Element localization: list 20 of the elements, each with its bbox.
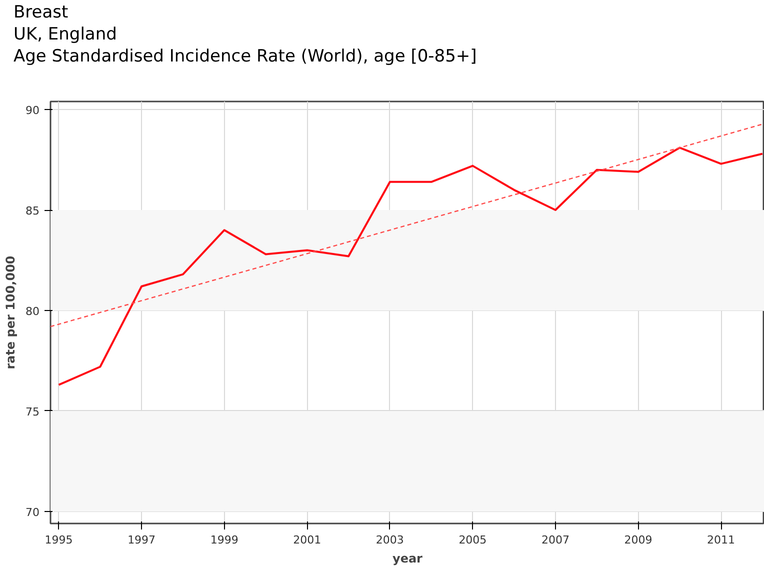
y-tick-label: 80 (26, 304, 40, 318)
x-tick-label: 2003 (376, 534, 404, 546)
text: Age Standardised Incidence Rate (World), age [0-85+] (14, 46, 477, 66)
x-tick-label: 2005 (458, 534, 487, 546)
chart-title: Breast (14, 2, 69, 22)
x-axis-title: year (392, 552, 423, 566)
x-tick-label: 1995 (44, 534, 73, 546)
y-tick-label: 85 (26, 204, 40, 218)
y-axis-title: rate per 100,000 (4, 256, 18, 370)
line-series (58, 146, 764, 386)
chart-subtitle: UK, England (14, 24, 117, 44)
x-tick-label: 2011 (707, 534, 736, 546)
y-tick-label: 75 (26, 405, 40, 418)
x-tick-label: 1999 (210, 534, 238, 546)
x-tick-label: 2001 (293, 534, 322, 546)
y-tick-label: 70 (26, 506, 40, 519)
x-tick-label: 2009 (624, 534, 652, 546)
x-tick-label: 2007 (541, 534, 570, 546)
y-tick-label: 90 (26, 104, 40, 118)
x-tick-label: 1997 (128, 534, 156, 546)
